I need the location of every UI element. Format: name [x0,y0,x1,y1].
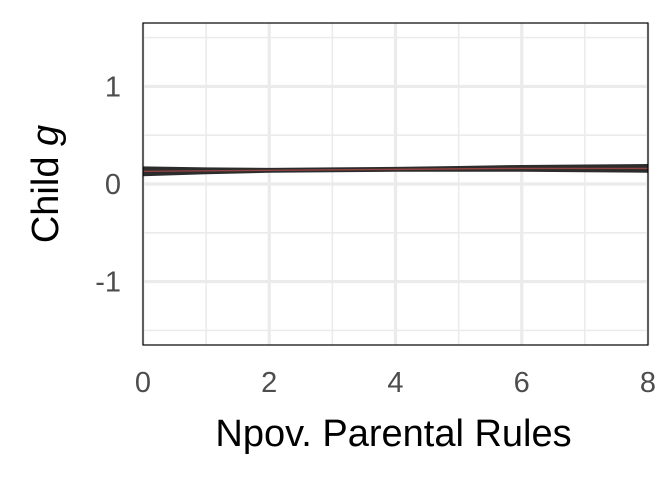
x-tick-label: 0 [135,367,151,399]
trend-line-layer [142,167,648,173]
trend-line [142,167,648,173]
x-axis-title: Npov. Parental Rules [215,413,571,455]
x-tick-label: 6 [514,367,530,399]
y-tick-label: 0 [105,169,121,201]
x-tick-label: 2 [261,367,277,399]
x-tick-label: 4 [387,367,403,399]
y-axis-title: Child g [25,125,67,243]
x-tick-label: 8 [640,367,656,399]
confidence-band [143,163,648,177]
y-tick-label: 1 [105,71,121,103]
y-axis-tick-labels: -1 0 1 [95,71,121,298]
y-axis-title-variable: g [25,125,67,146]
x-axis-tick-labels: 0 2 4 6 8 [135,367,656,399]
y-axis-title-prefix: Child [25,146,67,243]
y-tick-label: -1 [95,267,121,299]
panel-border [142,22,649,346]
confidence-band-layer [143,163,648,177]
